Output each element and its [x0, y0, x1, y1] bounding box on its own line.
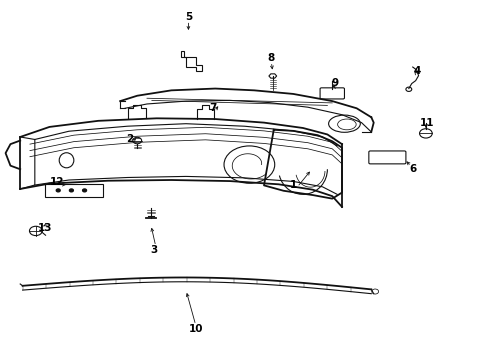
- Circle shape: [56, 189, 60, 192]
- Text: 2: 2: [126, 134, 133, 144]
- Text: 13: 13: [37, 224, 52, 233]
- Circle shape: [69, 189, 73, 192]
- Text: 6: 6: [408, 164, 415, 174]
- Text: 9: 9: [330, 78, 338, 88]
- Text: 7: 7: [209, 103, 216, 113]
- Text: 5: 5: [184, 12, 192, 22]
- Text: 12: 12: [49, 177, 64, 187]
- Text: 1: 1: [289, 180, 296, 190]
- Circle shape: [82, 189, 86, 192]
- Text: 10: 10: [188, 324, 203, 334]
- Text: 8: 8: [267, 53, 274, 63]
- Text: 3: 3: [150, 245, 158, 255]
- Text: 4: 4: [413, 66, 421, 76]
- Text: 11: 11: [419, 118, 434, 128]
